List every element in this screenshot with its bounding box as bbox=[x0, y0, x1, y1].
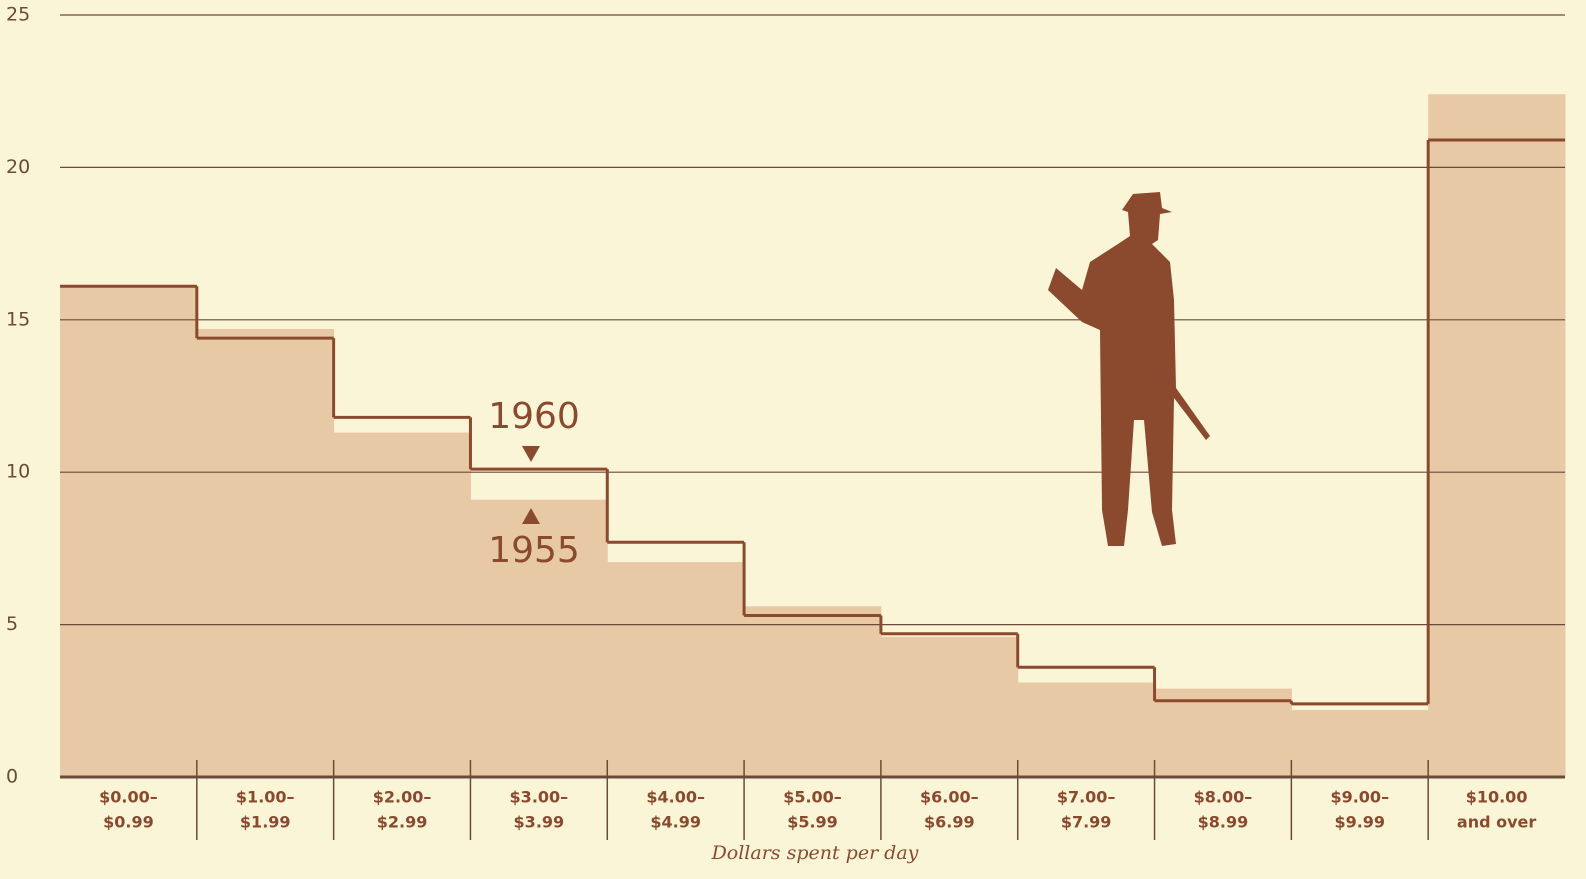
line-layer bbox=[60, 138, 1565, 706]
area-step bbox=[1017, 682, 1156, 777]
area-step bbox=[880, 636, 1019, 777]
x-tick-label: $3.00– bbox=[510, 788, 569, 807]
area-step bbox=[60, 286, 198, 777]
y-tick-label: 5 bbox=[6, 613, 18, 635]
area-step bbox=[744, 606, 882, 777]
x-tick-label: $6.99 bbox=[924, 813, 975, 832]
area-step bbox=[333, 432, 471, 777]
x-tick-label: $5.99 bbox=[787, 813, 838, 832]
area-step bbox=[607, 562, 745, 777]
area-layer bbox=[60, 94, 1566, 778]
x-tick-label: $0.99 bbox=[103, 813, 154, 832]
x-tick-label: $5.00– bbox=[783, 788, 842, 807]
x-tick-label: $2.00– bbox=[373, 788, 432, 807]
x-tick-label: $6.00– bbox=[920, 788, 979, 807]
x-tick-label: $3.99 bbox=[514, 813, 565, 832]
x-tick-label: $4.00– bbox=[646, 788, 705, 807]
grid-layer bbox=[60, 14, 1565, 779]
annotation-1955: 1955 bbox=[488, 530, 580, 571]
area-step bbox=[1428, 94, 1566, 778]
y-tick-label: 10 bbox=[6, 461, 30, 483]
x-tick-label: $0.00– bbox=[99, 788, 158, 807]
y-tick-label: 0 bbox=[6, 766, 18, 788]
arrow-up bbox=[522, 508, 540, 524]
x-tick-label: and over bbox=[1457, 813, 1536, 832]
x-axis-label: Dollars spent per day bbox=[711, 842, 919, 864]
x-tick-label: $8.00– bbox=[1194, 788, 1253, 807]
area-step bbox=[470, 499, 608, 777]
area-step bbox=[1154, 688, 1292, 777]
annotation-1960: 1960 bbox=[488, 396, 580, 437]
x-tick-label: $2.99 bbox=[377, 813, 428, 832]
arrow-down bbox=[522, 446, 540, 462]
x-tick-label: $8.99 bbox=[1198, 813, 1249, 832]
hunter-silhouette bbox=[1048, 192, 1210, 546]
x-tick-label: $9.00– bbox=[1330, 788, 1389, 807]
y-tick-label: 15 bbox=[6, 308, 30, 330]
area-step bbox=[1291, 709, 1429, 777]
area-step bbox=[196, 328, 335, 777]
x-tick-label: $7.00– bbox=[1057, 788, 1116, 807]
x-tick-label: $10.00 bbox=[1466, 788, 1528, 807]
x-tick-label: $1.99 bbox=[240, 813, 291, 832]
y-tick-label: 20 bbox=[6, 156, 30, 178]
x-tick-label: $1.00– bbox=[236, 788, 295, 807]
x-tick-label: $9.99 bbox=[1334, 813, 1385, 832]
x-tick-label: $4.99 bbox=[650, 813, 701, 832]
y-tick-label: 25 bbox=[6, 4, 30, 26]
x-tick-label: $7.99 bbox=[1061, 813, 1112, 832]
